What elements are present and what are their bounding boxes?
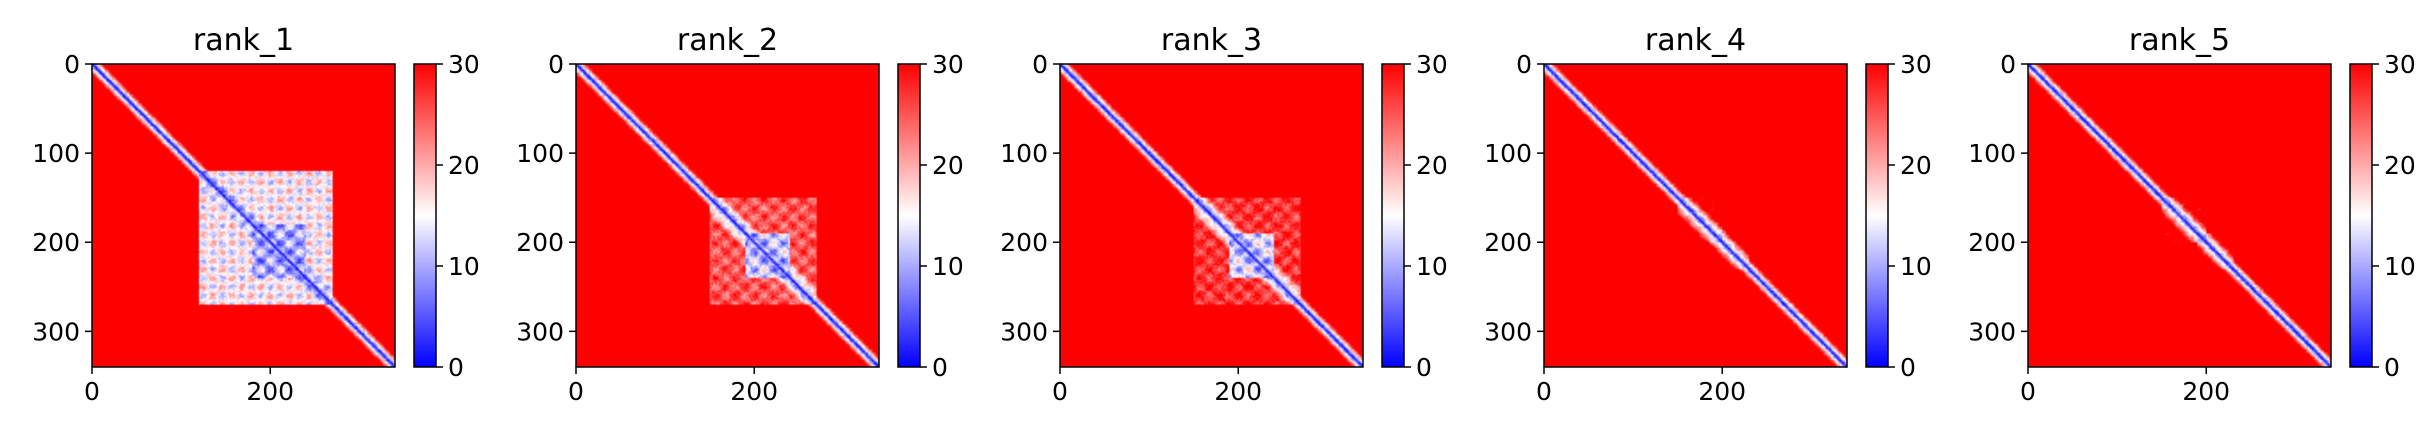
y-tick-label: 300 (32, 317, 80, 346)
colorbar-tick-label: 0 (1900, 353, 1916, 382)
colorbar-tick-label: 0 (932, 353, 948, 382)
axes-frame (1543, 63, 1848, 368)
colorbar-tick-label: 20 (932, 151, 964, 180)
y-tick-label: 100 (1484, 139, 1532, 168)
colorbar-tick-label: 30 (1900, 50, 1932, 79)
y-tick-label: 200 (1484, 228, 1532, 257)
axes-frame (2027, 63, 2332, 368)
panel-title: rank_5 (2129, 23, 2230, 58)
y-tick-label: 100 (1968, 139, 2016, 168)
colorbar (413, 63, 437, 368)
axes-frame (1059, 63, 1364, 368)
heatmap-panel-5: rank_5 0 200 0 100 200 300 0 10 20 30 (1968, 23, 2416, 406)
y-tick-label: 0 (1516, 50, 1532, 79)
y-tick-label: 300 (1000, 317, 1048, 346)
panel-title: rank_1 (193, 23, 294, 58)
y-tick-label: 100 (32, 139, 80, 168)
x-tick-label: 200 (1698, 377, 1746, 406)
heatmap-panel-2: rank_2 0 200 0 100 200 300 0 10 20 30 (516, 23, 964, 406)
colorbar-tick-label: 10 (1900, 252, 1932, 281)
x-tick-label: 200 (2182, 377, 2230, 406)
y-tick-label: 0 (64, 50, 80, 79)
y-tick-label: 200 (32, 228, 80, 257)
colorbar (2349, 63, 2373, 368)
heatmap-panel-1: rank_1 0 200 0 100 200 300 0 10 20 30 (32, 23, 480, 406)
colorbar (1381, 63, 1405, 368)
y-tick-label: 200 (516, 228, 564, 257)
colorbar-tick-label: 30 (2384, 50, 2416, 79)
axes-frame (575, 63, 880, 368)
y-tick-label: 0 (548, 50, 564, 79)
y-tick-label: 0 (1032, 50, 1048, 79)
y-tick-label: 200 (1000, 228, 1048, 257)
colorbar-tick-label: 30 (448, 50, 480, 79)
x-tick-label: 0 (2020, 377, 2036, 406)
y-tick-label: 100 (516, 139, 564, 168)
colorbar-tick-label: 10 (2384, 252, 2416, 281)
y-tick-label: 0 (2000, 50, 2016, 79)
colorbar (1865, 63, 1889, 368)
heatmap-panel-4: rank_4 0 200 0 100 200 300 0 10 20 30 (1484, 23, 1932, 406)
panel-title: rank_3 (1161, 23, 1262, 58)
heatmap-image (1544, 64, 1847, 367)
x-tick-label: 200 (246, 377, 294, 406)
colorbar-tick-label: 20 (1416, 151, 1448, 180)
colorbar-tick-label: 30 (932, 50, 964, 79)
heatmap-image (1060, 64, 1363, 367)
y-tick-label: 300 (1484, 317, 1532, 346)
colorbar-tick-label: 0 (448, 353, 464, 382)
colorbar-tick-label: 20 (2384, 151, 2416, 180)
x-tick-label: 0 (84, 377, 100, 406)
y-tick-label: 200 (1968, 228, 2016, 257)
colorbar-tick-label: 20 (448, 151, 480, 180)
heatmap-image (92, 64, 395, 367)
colorbar-tick-label: 30 (1416, 50, 1448, 79)
colorbar-tick-label: 0 (1416, 353, 1432, 382)
heatmap-image (576, 64, 879, 367)
x-tick-label: 200 (1214, 377, 1262, 406)
heatmap-panel-3: rank_3 0 200 0 100 200 300 0 10 20 30 (1000, 23, 1448, 406)
colorbar-tick-label: 0 (2384, 353, 2400, 382)
colorbar-tick-label: 10 (1416, 252, 1448, 281)
y-tick-label: 100 (1000, 139, 1048, 168)
colorbar-tick-label: 10 (448, 252, 480, 281)
colorbar (897, 63, 921, 368)
x-tick-label: 0 (1536, 377, 1552, 406)
x-tick-label: 0 (1052, 377, 1068, 406)
panel-title: rank_2 (677, 23, 778, 58)
heatmap-image (2028, 64, 2331, 367)
axes-frame (91, 63, 396, 368)
panel-title: rank_4 (1645, 23, 1746, 58)
y-tick-label: 300 (1968, 317, 2016, 346)
colorbar-tick-label: 20 (1900, 151, 1932, 180)
colorbar-tick-label: 10 (932, 252, 964, 281)
y-tick-label: 300 (516, 317, 564, 346)
x-tick-label: 0 (568, 377, 584, 406)
x-tick-label: 200 (730, 377, 778, 406)
